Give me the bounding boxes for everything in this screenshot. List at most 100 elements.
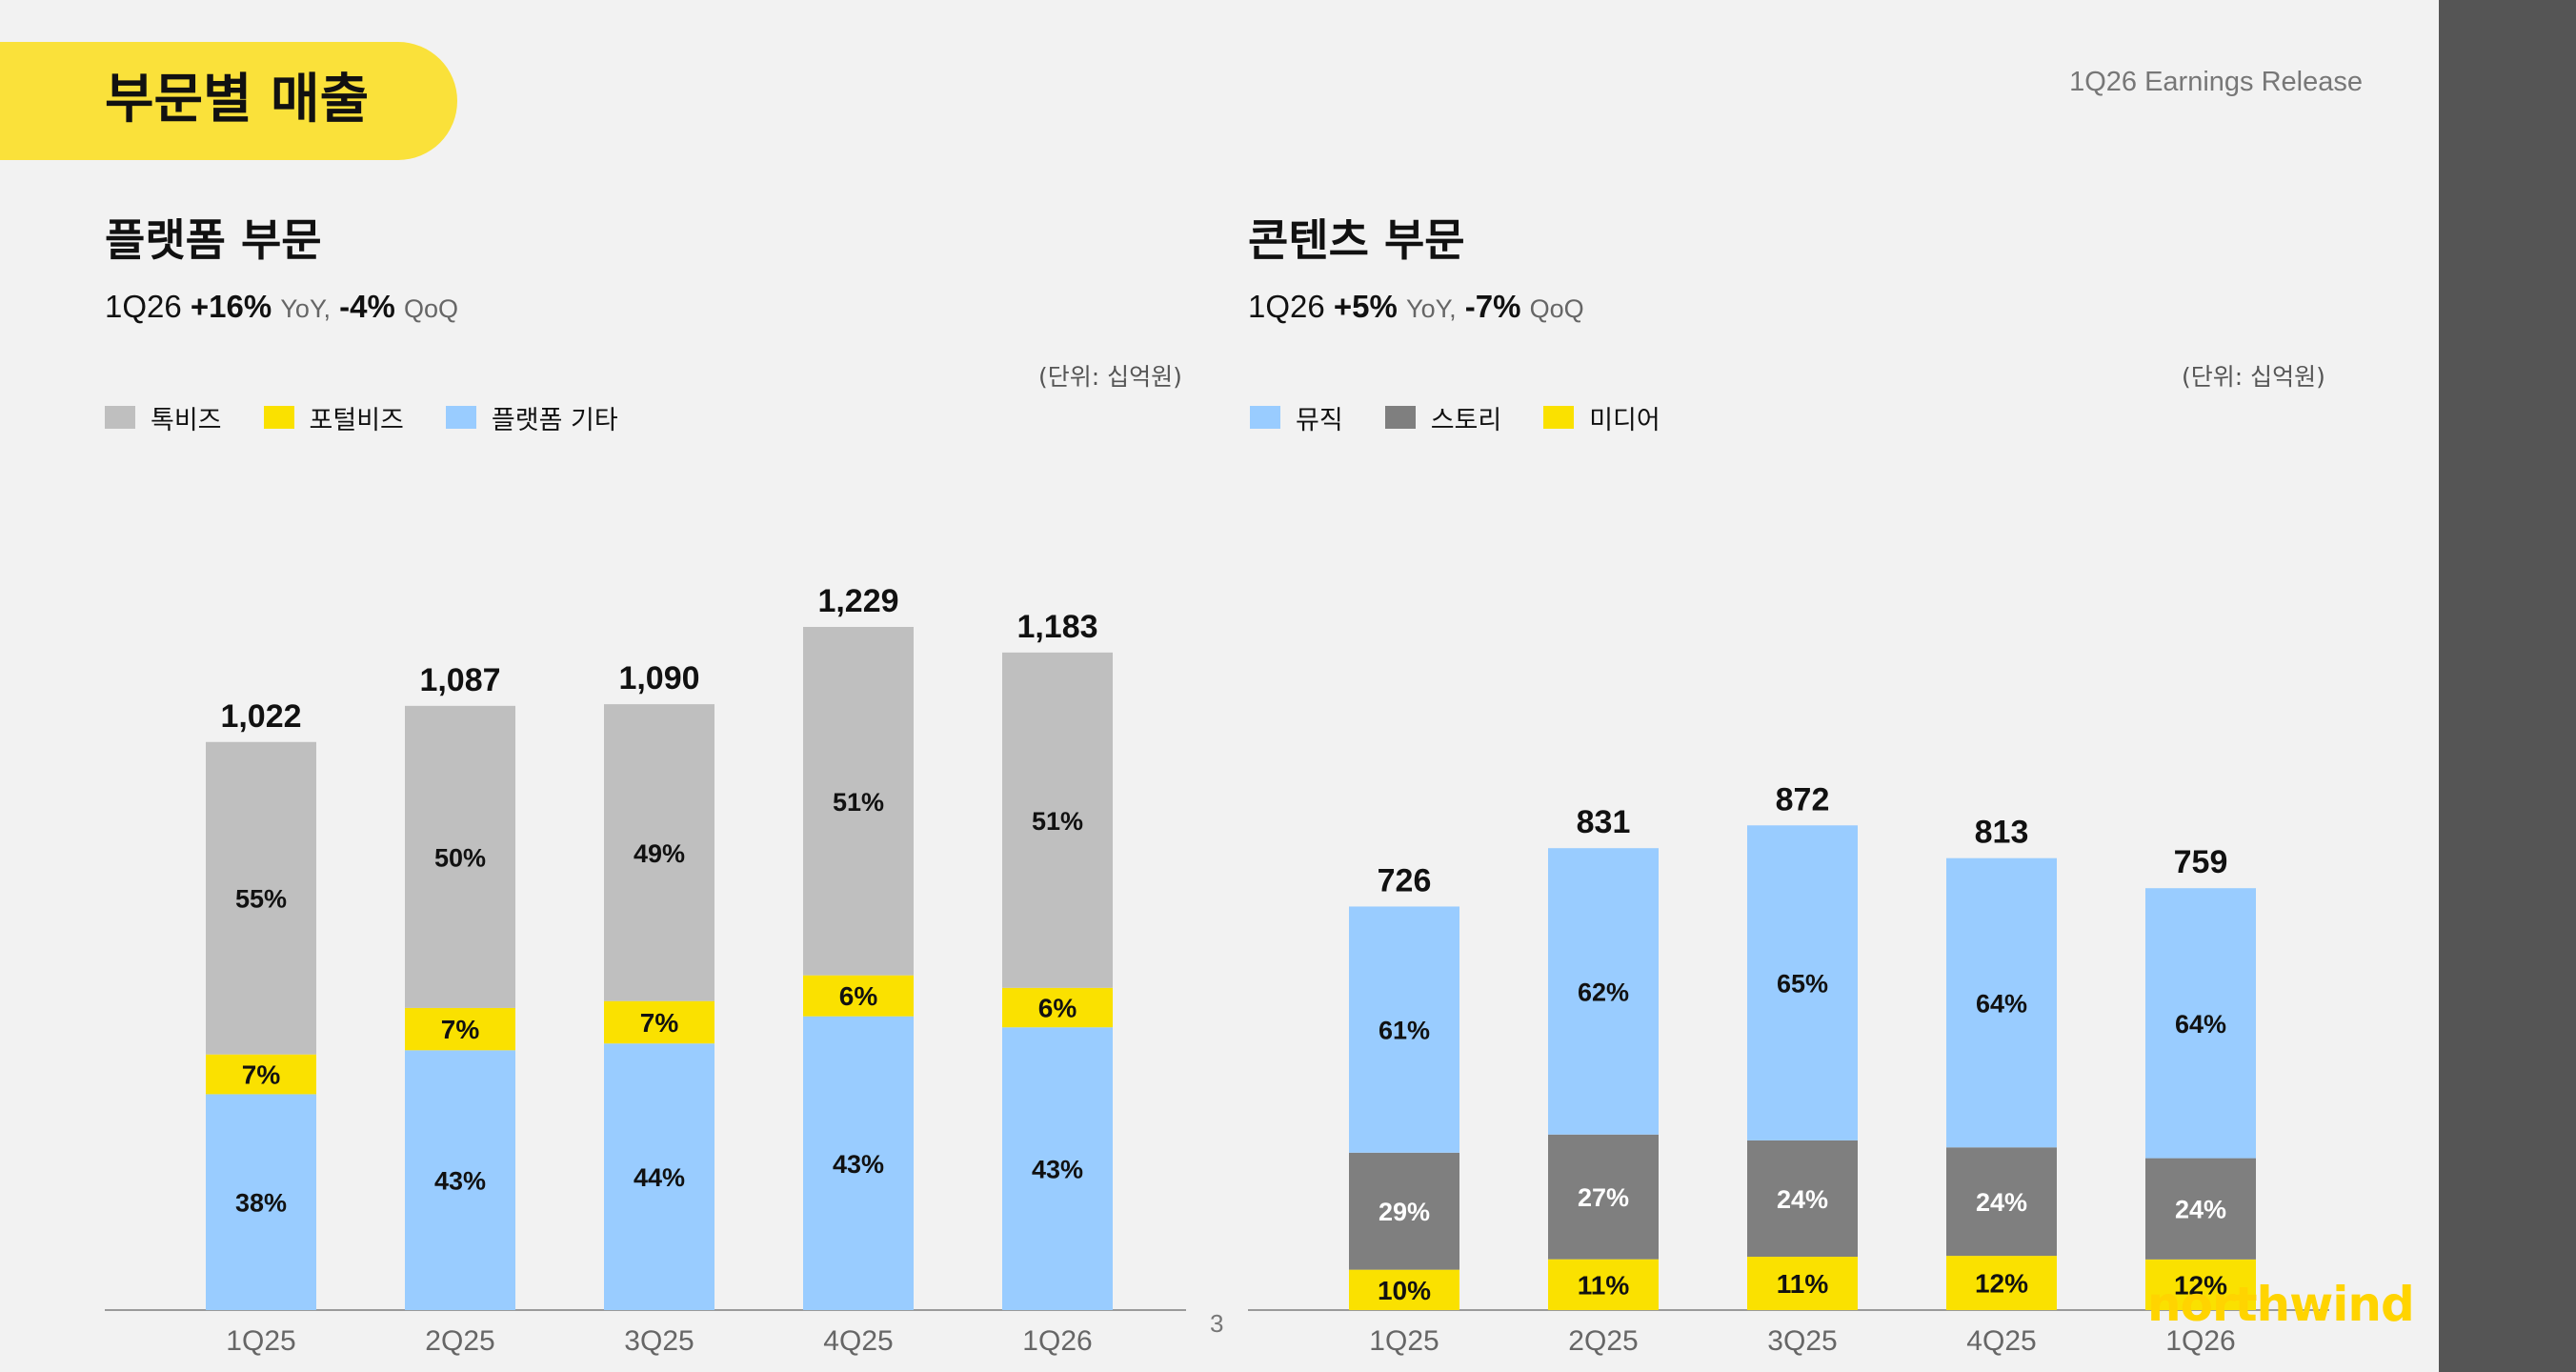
segment-share-label: 51% — [833, 788, 884, 817]
bar-segment — [1002, 652, 1113, 988]
bar-segment — [1002, 987, 1113, 1028]
x-tick-label: 4Q25 — [1966, 1325, 2036, 1357]
x-tick-label: 3Q25 — [624, 1325, 694, 1357]
segment-share-label: 11% — [1578, 1270, 1630, 1300]
platform-legend: 톡비즈 포털비즈 플랫폼 기타 — [105, 398, 660, 436]
page-number: 3 — [1210, 1309, 1224, 1338]
bar-segment — [803, 1016, 914, 1310]
segment-share-label: 6% — [1038, 994, 1077, 1023]
bar-segment — [1548, 1259, 1659, 1310]
title-pill — [0, 42, 457, 160]
bar-segment — [206, 1054, 316, 1095]
segment-share-label: 43% — [833, 1150, 884, 1179]
platform-yoy-label: YoY, — [280, 294, 331, 323]
segment-share-label: 62% — [1578, 978, 1629, 1006]
bar-segment — [1548, 1134, 1659, 1260]
segment-share-label: 64% — [2175, 1010, 2226, 1039]
bar-total-label: 1,087 — [419, 662, 500, 698]
platform-qoq-label: QoQ — [404, 294, 459, 323]
segment-share-label: 29% — [1379, 1198, 1430, 1226]
legend-swatch — [263, 406, 294, 429]
legend-label: 미디어 — [1589, 405, 1660, 435]
segment-share-label: 10% — [1378, 1276, 1431, 1305]
bar-segment — [803, 627, 914, 976]
bar-total-label: 1,022 — [220, 698, 301, 735]
segment-share-label: 24% — [1976, 1188, 2027, 1217]
bar-segment — [604, 704, 714, 1001]
bar-segment — [1946, 858, 2057, 1148]
bar-segment — [1946, 1256, 2057, 1310]
content-stacked-bar-chart: 10% 29% 61% 726 1Q25 11% 27% 62% 831 2Q25 11% 24% 65… — [1248, 781, 2329, 1357]
segment-share-label: 38% — [235, 1189, 287, 1218]
segment-share-label: 50% — [434, 843, 486, 872]
x-tick-label: 1Q26 — [1022, 1325, 1092, 1357]
bar-total-label: 831 — [1577, 804, 1631, 840]
release-label: 1Q26 Earnings Release — [2069, 67, 2363, 97]
platform-section-title: 플랫폼 부문 — [105, 214, 322, 266]
segment-share-label: 24% — [1777, 1185, 1828, 1214]
platform-qoq: -4% — [339, 289, 395, 324]
bar-total-label: 759 — [2174, 844, 2228, 880]
segment-share-label: 27% — [1578, 1183, 1629, 1212]
content-section-title: 콘텐츠 부문 — [1248, 214, 1465, 266]
content-period: 1Q26 — [1248, 289, 1325, 324]
bar-segment — [1002, 1027, 1113, 1310]
bar-total-label: 813 — [1975, 815, 2029, 851]
segment-share-label: 49% — [634, 839, 685, 868]
bar-segment — [1349, 1152, 1459, 1270]
legend-item-story: 스토리 — [1384, 399, 1501, 436]
legend-item-platform-other: 플랫폼 기타 — [445, 399, 618, 436]
content-yoy: +5% — [1333, 289, 1398, 324]
segment-share-label: 51% — [1032, 807, 1083, 836]
legend-label: 포털비즈 — [309, 405, 404, 435]
legend-item-talkbiz: 톡비즈 — [105, 399, 222, 436]
legend-label: 플랫폼 기타 — [491, 405, 618, 435]
bar-segment — [206, 1094, 316, 1310]
content-unit: (단위: 십억원) — [2182, 363, 2325, 391]
legend-swatch — [1250, 406, 1280, 429]
bar-total-label: 1,183 — [1016, 609, 1097, 645]
segment-share-label: 44% — [634, 1163, 685, 1192]
content-qoq-label: QoQ — [1529, 294, 1584, 323]
content-growth: 1Q26 +5% YoY, -7% QoQ — [1248, 286, 1584, 330]
bar-segment — [405, 705, 515, 1008]
legend-label: 톡비즈 — [151, 405, 222, 435]
content-qoq: -7% — [1464, 289, 1521, 324]
bar-segment — [1946, 1147, 2057, 1257]
bar-segment — [1349, 1269, 1459, 1310]
bar-segment — [1349, 906, 1459, 1153]
segment-share-label: 7% — [640, 1008, 679, 1038]
content-legend: 뮤직 스토리 미디어 — [1250, 398, 1702, 436]
segment-share-label: 24% — [2175, 1196, 2226, 1224]
bar-segment — [1747, 825, 1858, 1140]
platform-unit: (단위: 십억원) — [1038, 363, 1182, 391]
legend-swatch — [1543, 406, 1575, 429]
x-tick-label: 1Q25 — [1369, 1325, 1439, 1357]
x-tick-label: 2Q25 — [1568, 1325, 1638, 1357]
bar-segment — [2145, 1158, 2256, 1260]
platform-period: 1Q26 — [105, 289, 182, 324]
bar-total-label: 726 — [1378, 862, 1432, 898]
segment-share-label: 65% — [1777, 970, 1828, 999]
x-tick-label: 3Q25 — [1767, 1325, 1837, 1357]
platform-yoy: +16% — [190, 289, 272, 324]
x-tick-label: 1Q25 — [226, 1325, 295, 1357]
x-tick-label: 1Q26 — [2165, 1325, 2235, 1357]
segment-share-label: 12% — [2174, 1270, 2227, 1300]
platform-stacked-bar-chart: 38% 7% 55% 1,022 1Q25 43% 7% 50% 1,087 2Q25 44% 7% 4… — [105, 583, 1186, 1357]
bar-segment — [1548, 848, 1659, 1135]
segment-share-label: 61% — [1379, 1017, 1430, 1045]
segment-share-label: 43% — [434, 1167, 486, 1196]
bar-total-label: 1,090 — [618, 660, 699, 696]
segment-share-label: 64% — [1976, 989, 2027, 1018]
legend-swatch — [105, 406, 135, 429]
x-tick-label: 2Q25 — [425, 1325, 494, 1357]
segment-share-label: 43% — [1032, 1156, 1083, 1184]
segment-share-label: 7% — [441, 1015, 480, 1044]
legend-item-music: 뮤직 — [1250, 399, 1343, 436]
bar-segment — [405, 1007, 515, 1051]
bar-segment — [604, 1000, 714, 1044]
bar-segment — [803, 975, 914, 1017]
bar-segment — [1747, 1140, 1858, 1258]
segment-share-label: 6% — [839, 981, 878, 1011]
